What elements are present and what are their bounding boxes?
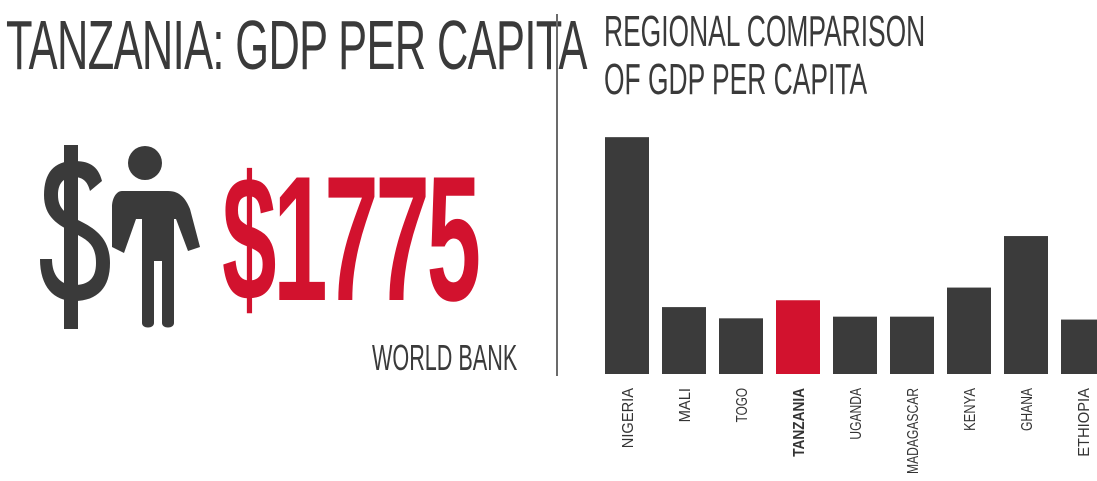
bar-ghana xyxy=(1004,236,1048,374)
tick-label-uganda: UGANDA xyxy=(848,388,865,440)
chart-title-line-1: REGIONAL COMPARISON xyxy=(604,7,926,56)
gdp-value: $1775 xyxy=(222,139,481,338)
tick-label-kenya: KENYA xyxy=(962,388,979,431)
person-icon xyxy=(112,146,200,328)
bar-togo xyxy=(719,318,763,374)
bar-madagascar xyxy=(890,316,934,374)
dollar-sign-icon xyxy=(40,145,110,329)
chart-title-line-2: OF GDP PER CAPITA xyxy=(604,55,868,104)
page-title: TANZANIA: GDP PER CAPITA xyxy=(6,6,587,84)
tick-label-togo: TOGO xyxy=(734,388,751,422)
bar-tanzania xyxy=(776,300,820,374)
tick-label-ghana: GHANA xyxy=(1019,388,1036,431)
bar-uganda xyxy=(833,316,877,374)
dollar-person-icon xyxy=(40,145,200,329)
bar-nigeria xyxy=(605,137,649,374)
source-label: WORLD BANK xyxy=(372,337,518,378)
bar-ethiopia xyxy=(1061,319,1097,374)
tick-label-madagascar: MADAGASCAR xyxy=(905,388,922,474)
divider xyxy=(556,14,558,376)
tick-label-tanzania: TANZANIA xyxy=(791,388,808,457)
tick-label-mali: MALI xyxy=(677,388,694,422)
chart-title: REGIONAL COMPARISON OF GDP PER CAPITA xyxy=(604,8,925,104)
tick-label-ethiopia: ETHIOPIA xyxy=(1076,388,1093,457)
bar-mali xyxy=(662,307,706,374)
bar-kenya xyxy=(947,287,991,374)
tick-label-nigeria: NIGERIA xyxy=(620,388,637,448)
